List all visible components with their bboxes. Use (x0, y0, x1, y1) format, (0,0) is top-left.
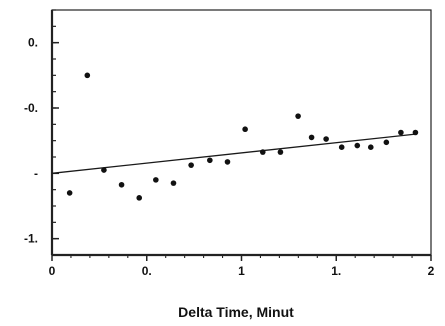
data-point (338, 144, 345, 150)
data-point (207, 157, 213, 164)
y-tick-label: -0. (24, 101, 38, 115)
trend-line-group (51, 133, 416, 174)
data-point (354, 142, 361, 149)
y-tick-label: - (34, 166, 38, 180)
data-point (398, 129, 404, 136)
x-axis-title: Delta Time, Minut (178, 304, 294, 320)
x-axis-ticks: 0 0. 1 1. 2 (49, 255, 435, 278)
data-point (224, 159, 231, 165)
data-point (153, 177, 159, 183)
x-tick-label: 0. (142, 264, 152, 278)
x-tick-label: 1 (238, 264, 245, 278)
data-point (242, 126, 248, 133)
data-point (136, 195, 143, 201)
data-point (295, 113, 301, 119)
data-points (66, 72, 419, 201)
x-tick-label: 0 (49, 264, 56, 278)
plot-frame (50, 9, 432, 257)
x-tick-label: 1. (331, 264, 341, 278)
data-point (170, 180, 177, 186)
data-point (84, 72, 91, 79)
data-point (259, 149, 266, 155)
data-point (188, 162, 194, 168)
data-point (101, 167, 107, 173)
y-axis-ticks: 0. -0. - -1. (24, 9, 59, 256)
data-point (383, 139, 390, 146)
trend-line (51, 133, 416, 174)
data-point (323, 136, 329, 142)
data-point (412, 129, 419, 136)
data-point (66, 190, 73, 196)
data-point (118, 181, 125, 188)
x-tick-label: 2 (428, 264, 435, 278)
y-tick-label: 0. (28, 36, 38, 50)
plot-border (51, 9, 432, 256)
data-point (277, 149, 284, 155)
y-tick-label: -1. (24, 232, 38, 246)
data-point (367, 144, 374, 150)
data-point (308, 134, 315, 141)
